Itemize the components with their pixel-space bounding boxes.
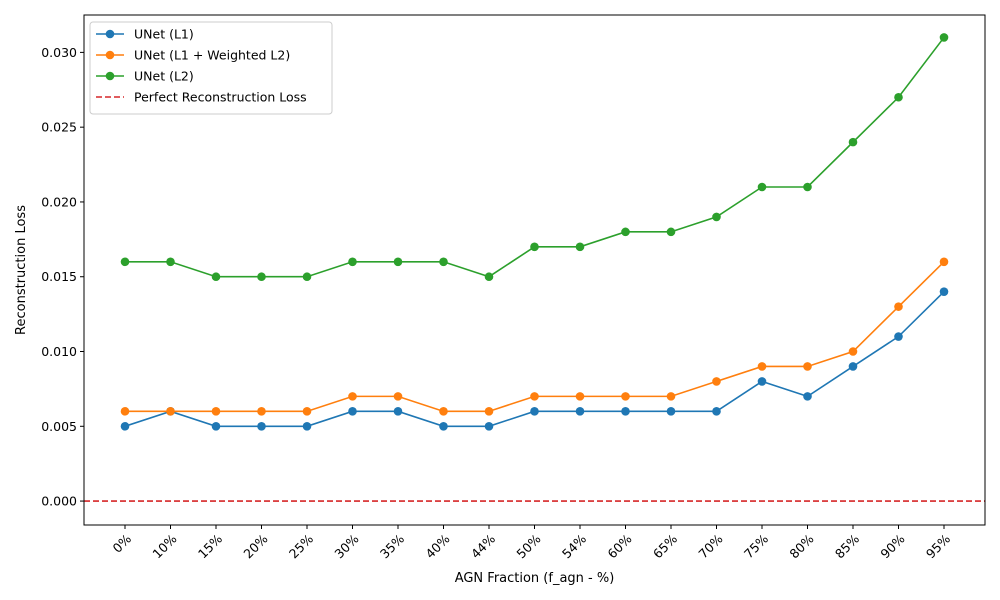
data-point xyxy=(894,332,903,341)
data-point xyxy=(894,302,903,311)
x-tick-label: 0% xyxy=(110,531,135,556)
legend: UNet (L1) UNet (L1 + Weighted L2) UNet (L2… xyxy=(89,21,333,115)
data-point xyxy=(393,407,403,416)
data-point xyxy=(666,227,676,237)
legend-label: UNet (L1 + Weighted L2) xyxy=(134,48,290,63)
data-point xyxy=(848,347,858,356)
data-point xyxy=(166,257,175,267)
data-point xyxy=(848,362,858,371)
data-point xyxy=(939,287,949,296)
data-point xyxy=(803,362,812,371)
data-point xyxy=(621,227,630,237)
y-tick-label: 0.010 xyxy=(41,344,77,359)
x-tick-label: 75% xyxy=(741,531,771,561)
data-point xyxy=(666,407,676,416)
x-tick-label: 20% xyxy=(240,531,270,561)
data-point xyxy=(894,92,903,102)
legend-swatch-marker xyxy=(105,71,115,81)
data-point xyxy=(257,421,266,431)
data-point xyxy=(211,272,221,282)
data-point xyxy=(621,392,630,401)
legend-swatch-marker xyxy=(105,50,115,60)
y-tick-label: 0.005 xyxy=(41,419,77,434)
data-point xyxy=(257,272,266,282)
data-point xyxy=(393,392,403,401)
x-tick-label: 40% xyxy=(422,531,452,561)
x-tick-label: 95% xyxy=(923,531,953,561)
legend-box xyxy=(89,21,333,115)
x-tick-label: 44% xyxy=(468,531,498,561)
y-tick-label: 0.015 xyxy=(41,269,77,284)
data-point xyxy=(757,377,767,386)
data-point xyxy=(211,407,221,416)
data-point xyxy=(120,407,130,416)
y-axis-title: Reconstruction Loss xyxy=(14,205,29,335)
series-line xyxy=(124,291,945,428)
data-point xyxy=(484,421,494,431)
legend-label: UNet (L2) xyxy=(134,69,194,84)
x-tick-label: 70% xyxy=(695,531,725,561)
x-tick-label: 10% xyxy=(149,531,179,561)
y-tick-label: 0.000 xyxy=(41,494,77,509)
data-point xyxy=(302,407,312,416)
y-tick-label: 0.025 xyxy=(41,120,77,135)
data-point xyxy=(757,362,767,371)
data-point xyxy=(848,137,858,147)
x-tick-label: 85% xyxy=(832,531,862,561)
data-point xyxy=(348,407,357,416)
data-point xyxy=(120,421,130,431)
data-point xyxy=(666,392,676,401)
data-point xyxy=(302,421,312,431)
data-point xyxy=(484,407,494,416)
x-tick-label: 35% xyxy=(377,531,407,561)
data-point xyxy=(439,407,448,416)
data-point xyxy=(484,272,494,282)
data-point xyxy=(803,182,812,192)
data-point xyxy=(712,407,721,416)
series-line xyxy=(125,261,945,413)
x-tick-label: 60% xyxy=(604,531,634,561)
data-point xyxy=(757,182,767,192)
data-point xyxy=(348,392,357,401)
legend-label: UNet (L1) xyxy=(134,27,194,42)
x-tick-label: 80% xyxy=(786,531,816,561)
data-point xyxy=(712,377,721,386)
data-point xyxy=(575,392,585,401)
x-tick-label: 65% xyxy=(650,531,680,561)
data-point xyxy=(530,392,539,401)
data-point xyxy=(348,257,357,267)
data-point xyxy=(439,257,448,267)
data-point xyxy=(302,272,312,282)
x-tick-label: 90% xyxy=(877,531,907,561)
x-axis-title: AGN Fraction (f_agn - %) xyxy=(455,571,615,586)
data-point xyxy=(166,407,175,416)
data-point xyxy=(575,242,585,252)
x-tick-label: 30% xyxy=(331,531,361,561)
x-tick-label: 25% xyxy=(286,531,316,561)
data-point xyxy=(575,407,585,416)
x-tick-label: 50% xyxy=(513,531,543,561)
data-point xyxy=(530,242,539,252)
data-point xyxy=(621,407,630,416)
legend-label: Perfect Reconstruction Loss xyxy=(134,90,307,105)
data-point xyxy=(120,257,130,267)
data-point xyxy=(211,421,221,431)
data-point xyxy=(257,407,266,416)
legend-swatch-marker xyxy=(105,29,115,39)
data-point xyxy=(712,212,721,222)
y-tick-label: 0.030 xyxy=(41,45,77,60)
data-point xyxy=(393,257,403,267)
x-tick-label: 54% xyxy=(559,531,589,561)
data-point xyxy=(439,421,448,431)
x-tick-label: 15% xyxy=(195,531,225,561)
data-point xyxy=(939,33,949,42)
data-point xyxy=(939,257,949,267)
y-tick-label: 0.020 xyxy=(41,194,77,209)
data-point xyxy=(803,392,812,401)
data-point xyxy=(530,407,539,416)
